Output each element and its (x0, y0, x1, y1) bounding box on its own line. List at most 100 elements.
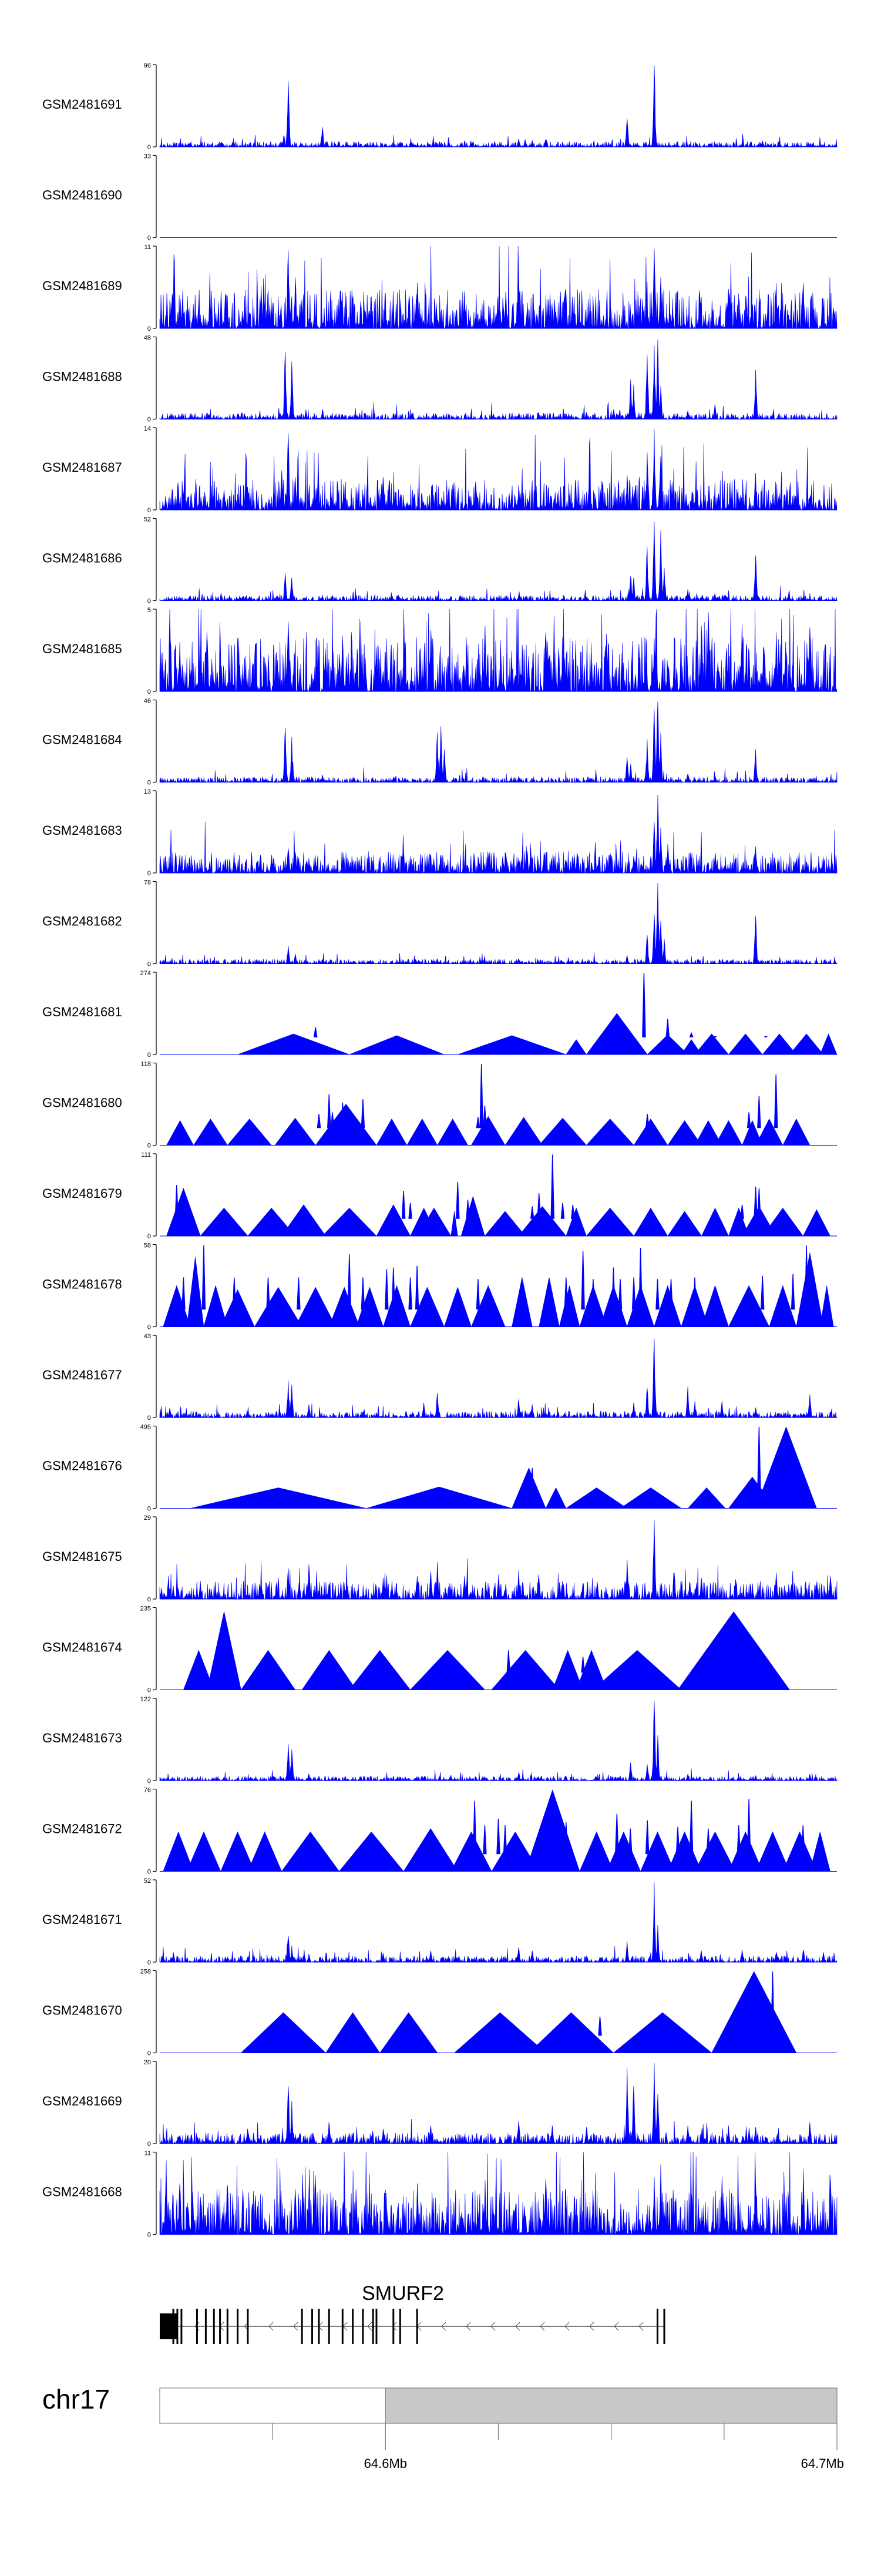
exon-mark (180, 2309, 183, 2344)
strand-arrow (490, 2322, 496, 2331)
coverage-spike (645, 1114, 650, 1129)
track-GSM2481681: GSM2481681 274 0 (42, 970, 838, 1059)
coverage-area (159, 1338, 838, 1419)
coverage-tracks: GSM2481691960GSM2481690330GSM2481689110G… (42, 62, 838, 2239)
coverage-spike (408, 1203, 412, 1219)
coverage-spike (540, 1825, 544, 1855)
y-max-label: 118 (140, 1061, 151, 1068)
y-max-label: 11 (144, 244, 151, 251)
coverage-spike (571, 1204, 575, 1219)
y-max-label: 258 (140, 1969, 151, 1976)
y-max-label: 111 (141, 1151, 151, 1158)
coverage-spike (615, 1813, 619, 1855)
track-label: GSM2481682 (42, 914, 122, 929)
y-min-label: 0 (147, 325, 151, 333)
track-GSM2481686: GSM2481686 52 0 (42, 516, 838, 605)
track-GSM2481675: GSM2481675 29 0 (42, 1514, 838, 1603)
y-min-label: 0 (147, 1687, 151, 1694)
y-max-label: 29 (144, 1514, 151, 1522)
coverage-spike (174, 1185, 179, 1219)
y-max-label: 274 (140, 970, 151, 977)
tick-label: 64.7Mb (801, 2456, 844, 2471)
track-GSM2481673: GSM2481673 122 0 (42, 1696, 838, 1785)
coverage-spike (564, 1277, 569, 1310)
track-label: GSM2481674 (42, 1640, 122, 1655)
y-min-label: 0 (147, 1596, 151, 1603)
coverage-spike (401, 1190, 406, 1219)
exon-mark (301, 2309, 303, 2344)
coverage-spike (479, 1063, 483, 1129)
coverage-spike (415, 1265, 419, 1310)
exon-mark (226, 2309, 228, 2344)
track-GSM2481690: GSM2481690 33 0 (42, 153, 837, 242)
coverage-spike (791, 1274, 795, 1310)
coverage-spike (537, 1193, 541, 1219)
exon-mark (328, 2309, 330, 2344)
coverage-area (159, 522, 838, 602)
coverage-spike (757, 1426, 761, 1492)
coverage-spike (754, 1186, 758, 1219)
coverage-spike (801, 1825, 805, 1855)
coverage-spike (530, 1206, 534, 1219)
coverage-spike (181, 1277, 186, 1310)
y-max-label: 78 (144, 879, 151, 886)
exon-mark (172, 2309, 174, 2344)
coverage-spike (327, 1094, 331, 1129)
coverage-spike (201, 1245, 206, 1310)
gene-label: SMURF2 (362, 2282, 444, 2305)
coverage-spike (747, 1112, 751, 1129)
track-label: GSM2481670 (42, 2003, 122, 2018)
coverage-spike (503, 1825, 507, 1855)
coverage-spike (631, 1277, 636, 1310)
y-max-label: 96 (144, 62, 151, 69)
strand-arrow (564, 2322, 570, 2331)
track-label: GSM2481677 (42, 1368, 122, 1382)
exon-mark (399, 2309, 401, 2344)
track-GSM2481672: GSM2481672 76 0 (42, 1787, 837, 1876)
coverage-spike (757, 1188, 761, 1219)
gene-track: SMURF2 (160, 2282, 665, 2344)
track-label: GSM2481673 (42, 1731, 122, 1745)
chromosome-axis: chr17 64.6Mb 64.7Mb (42, 2384, 844, 2471)
track-label: GSM2481685 (42, 642, 122, 656)
coverage-spike (642, 973, 646, 1037)
coverage-spike (689, 1801, 694, 1855)
y-min-label: 0 (147, 870, 151, 877)
exon-mark (196, 2309, 198, 2344)
coverage-spike (771, 1971, 775, 2036)
track-label: GSM2481671 (42, 1912, 122, 1927)
track-label: GSM2481691 (42, 97, 122, 112)
track-GSM2481679: GSM2481679 111 0 (42, 1151, 837, 1240)
y-min-label: 0 (147, 1778, 151, 1785)
coverage-spike (266, 1277, 270, 1310)
y-min-label: 0 (147, 417, 151, 424)
strand-arrow (466, 2322, 471, 2331)
y-min-label: 0 (147, 2141, 151, 2148)
coverage-area (159, 246, 838, 330)
coverage-spike (483, 1825, 487, 1855)
coverage-spike (774, 1074, 778, 1129)
track-GSM2481685: GSM2481685 5 0 (42, 607, 838, 696)
strand-arrow (392, 2322, 397, 2331)
coverage-spike (618, 1279, 623, 1310)
coverage-spike (317, 1114, 321, 1129)
y-min-label: 0 (147, 598, 151, 605)
coverage-spike (689, 1032, 694, 1037)
y-max-label: 495 (140, 1424, 151, 1431)
coverage-spike (611, 1267, 616, 1310)
y-max-label: 33 (144, 153, 151, 160)
y-min-label: 0 (147, 1506, 151, 1513)
coverage-spike (361, 1099, 365, 1129)
strand-arrow (540, 2322, 545, 2331)
track-GSM2481691: GSM2481691 96 0 (42, 62, 838, 151)
track-label: GSM2481672 (42, 1822, 122, 1836)
track-label: GSM2481687 (42, 460, 122, 475)
y-max-label: 5 (147, 607, 151, 614)
exon-mark (663, 2309, 665, 2344)
y-min-label: 0 (147, 961, 151, 968)
track-label: GSM2481675 (42, 1549, 122, 1564)
track-GSM2481687: GSM2481687 14 0 (42, 425, 838, 514)
coverage-area (159, 2063, 838, 2145)
coverage-spike (476, 1279, 480, 1310)
